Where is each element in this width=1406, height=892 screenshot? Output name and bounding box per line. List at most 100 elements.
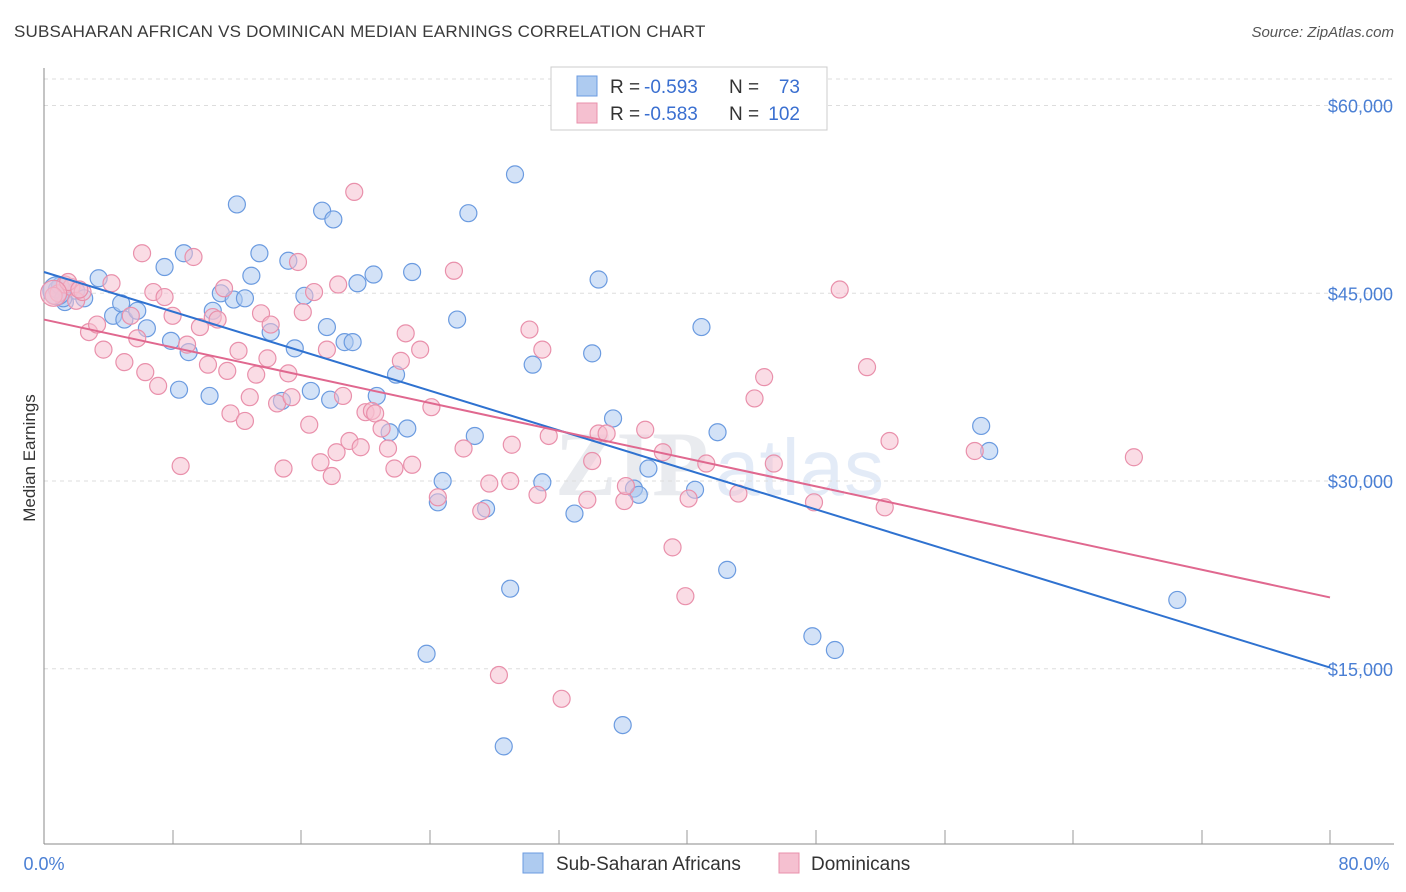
sub-saharan-point bbox=[972, 416, 991, 436]
dominican-point bbox=[235, 411, 255, 431]
axes bbox=[43, 68, 1394, 845]
sub-saharan-point bbox=[583, 344, 602, 363]
dominican-point bbox=[258, 349, 277, 368]
series-legend: Sub-Saharan Africans Dominicans bbox=[522, 852, 910, 875]
dominican-point bbox=[489, 665, 509, 685]
dominican-point bbox=[198, 355, 218, 374]
sub-saharan-point bbox=[825, 640, 844, 660]
dominican-point bbox=[880, 431, 899, 451]
dominican-point bbox=[533, 340, 552, 359]
dominican-point bbox=[578, 490, 597, 509]
sub-saharan-point bbox=[403, 262, 422, 282]
y-tick-label: $15,000 bbox=[1328, 660, 1393, 680]
sub-saharan-point bbox=[589, 270, 608, 289]
legend-n-value-2: 102 bbox=[768, 104, 800, 125]
dominican-point bbox=[240, 388, 259, 407]
y-tick-label: $45,000 bbox=[1328, 284, 1393, 304]
dominican-point bbox=[293, 302, 312, 322]
sub-saharan-point bbox=[242, 266, 261, 285]
sub-saharan-point bbox=[501, 579, 520, 598]
dominican-point bbox=[764, 454, 783, 473]
dominican-point bbox=[965, 441, 984, 461]
dominican-point bbox=[663, 538, 682, 557]
dominican-point bbox=[282, 388, 301, 407]
dominican-point bbox=[311, 453, 330, 472]
dominican-point bbox=[679, 489, 698, 508]
dominican-point bbox=[121, 306, 140, 325]
dominican-point bbox=[502, 435, 521, 454]
dominican-point bbox=[1124, 448, 1143, 467]
dominican-point bbox=[171, 456, 190, 476]
dominican-point bbox=[322, 466, 341, 486]
dominican-point bbox=[391, 351, 410, 370]
sub-saharan-point bbox=[348, 274, 367, 293]
sub-saharan-point bbox=[692, 317, 711, 337]
y-axis-label: Median Earnings bbox=[20, 394, 39, 522]
dominican-point bbox=[247, 365, 266, 384]
dominican-trend-line bbox=[43, 318, 1331, 599]
bottom-legend-label-pink: Dominicans bbox=[811, 854, 910, 875]
dominican-point bbox=[403, 455, 422, 474]
sub-saharan-point bbox=[250, 244, 269, 263]
dominican-point bbox=[87, 315, 107, 334]
stats-legend: R = -0.593 N = 73 R = -0.583 N = 102 bbox=[550, 66, 828, 131]
dominican-point bbox=[229, 341, 248, 360]
sub-saharan-point bbox=[505, 165, 525, 184]
sub-saharan-point bbox=[227, 195, 246, 214]
legend-r-value-1: -0.593 bbox=[644, 77, 698, 98]
sub-saharan-point bbox=[523, 355, 542, 374]
dominican-point bbox=[528, 485, 547, 504]
sub-saharan-point bbox=[494, 737, 513, 756]
dominican-point bbox=[333, 386, 353, 406]
x-tick-marks bbox=[172, 830, 1331, 844]
dominican-point bbox=[676, 587, 695, 606]
dominican-point bbox=[366, 404, 385, 423]
sub-saharan-point bbox=[364, 265, 383, 284]
dominican-point bbox=[288, 252, 308, 272]
dominican-point bbox=[115, 353, 134, 372]
sub-saharan-point bbox=[639, 459, 658, 478]
dominican-point bbox=[102, 274, 121, 293]
dominican-point bbox=[190, 317, 210, 337]
sub-saharan-point bbox=[448, 310, 467, 329]
dominican-cluster-point bbox=[40, 279, 68, 307]
source-credit: Source: ZipAtlas.com bbox=[1251, 24, 1394, 41]
sub-saharan-point bbox=[613, 715, 632, 735]
dominican-point bbox=[149, 376, 168, 396]
dominican-point bbox=[480, 474, 499, 493]
dominican-point bbox=[745, 389, 764, 408]
sub-saharan-point bbox=[603, 409, 623, 428]
sub-saharan-point bbox=[465, 426, 484, 446]
legend-r-label-2: R = bbox=[610, 104, 640, 125]
sub-saharan-point bbox=[565, 504, 584, 523]
dominican-point bbox=[221, 404, 240, 423]
dominican-point bbox=[396, 324, 415, 343]
dominican-point bbox=[94, 340, 113, 359]
bottom-legend-label-blue: Sub-Saharan Africans bbox=[556, 854, 741, 875]
legend-r-label-1: R = bbox=[610, 77, 640, 98]
dominican-point bbox=[184, 247, 203, 267]
dominican-point bbox=[520, 320, 539, 339]
sub-saharan-point bbox=[169, 380, 189, 399]
x-tick-label-max: 80.0% bbox=[1338, 854, 1389, 874]
sub-saharan-point bbox=[324, 210, 343, 229]
legend-r-value-2: -0.583 bbox=[644, 104, 698, 125]
dominican-point bbox=[755, 368, 774, 387]
legend-n-label-1: N = bbox=[729, 77, 759, 98]
dominican-point bbox=[261, 315, 280, 334]
sub-saharan-point bbox=[803, 627, 822, 646]
bottom-legend-swatch-blue bbox=[522, 852, 544, 874]
sub-saharan-point bbox=[433, 471, 452, 491]
dominican-point bbox=[616, 476, 636, 496]
sub-saharan-point bbox=[417, 644, 436, 663]
sub-saharan-point bbox=[708, 423, 727, 442]
dominican-point bbox=[472, 501, 491, 521]
dominican-point bbox=[444, 261, 464, 280]
sub-saharan-point bbox=[343, 333, 362, 352]
dominican-point bbox=[615, 491, 634, 511]
dominican-point bbox=[830, 280, 849, 299]
dominican-point bbox=[501, 471, 520, 491]
dominican-point bbox=[351, 438, 370, 457]
dominican-point bbox=[583, 451, 602, 471]
